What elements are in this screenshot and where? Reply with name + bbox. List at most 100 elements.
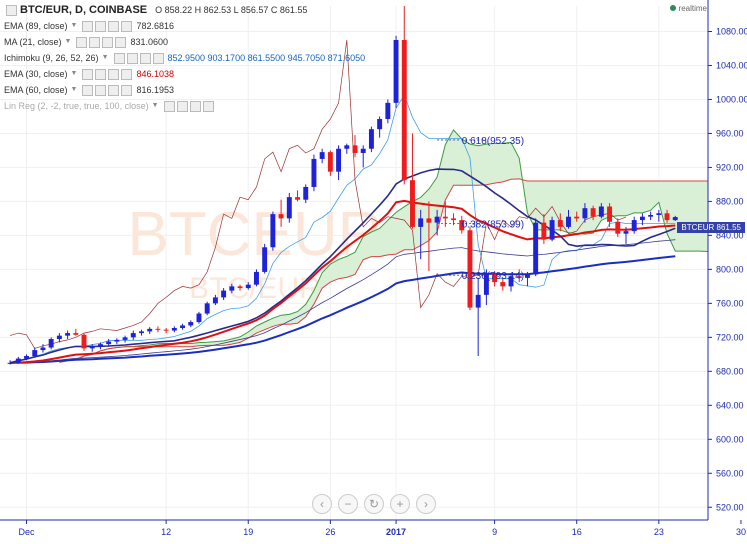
ema-60-line xyxy=(10,239,676,364)
watermark-symbol: BTCEUR xyxy=(128,200,383,269)
candle-body xyxy=(368,129,374,149)
candle xyxy=(607,203,613,227)
candle xyxy=(65,330,71,340)
candle-body xyxy=(327,152,333,172)
eye-icon[interactable] xyxy=(163,100,175,112)
caret-down-icon[interactable]: ▼ xyxy=(70,22,78,29)
candle xyxy=(459,215,465,234)
candle xyxy=(672,215,678,221)
indicator-label: EMA (89, close) xyxy=(4,21,68,31)
indicator-label: EMA (60, close) xyxy=(4,85,68,95)
add-icon[interactable] xyxy=(108,84,120,96)
add-icon[interactable] xyxy=(108,20,120,32)
eye-icon[interactable] xyxy=(82,68,94,80)
add-icon[interactable] xyxy=(189,100,201,112)
price-tick-label: 1080.00 xyxy=(716,26,747,36)
candle xyxy=(286,192,292,223)
price-tick-label: 960.00 xyxy=(716,128,744,138)
candle-body xyxy=(24,356,29,359)
candle xyxy=(549,216,555,242)
close-icon[interactable] xyxy=(121,68,133,80)
caret-down-icon[interactable]: ▼ xyxy=(70,86,78,93)
time-tick-label: 16 xyxy=(572,527,582,537)
candle-body xyxy=(623,231,629,234)
candle-body xyxy=(155,328,161,330)
candle-body xyxy=(426,218,432,223)
candle xyxy=(327,150,333,176)
indicator-row[interactable]: MA (21, close) ▼ 831.0600 xyxy=(4,34,365,50)
ichimoku-cloud xyxy=(59,130,725,363)
price-tick-label: 920.00 xyxy=(716,162,744,172)
candle-body xyxy=(180,325,186,328)
time-tick-label: 9 xyxy=(492,527,497,537)
chart-nav-controls: ‹ − ↻ + › xyxy=(312,494,436,514)
candle xyxy=(648,211,654,221)
caret-down-icon[interactable]: ▼ xyxy=(70,70,78,77)
candle-body xyxy=(262,247,268,272)
candle-body xyxy=(65,333,71,336)
price-tick-label: 1000.00 xyxy=(716,94,747,104)
settings-icon[interactable] xyxy=(89,36,101,48)
candle-body xyxy=(130,333,136,338)
settings-icon[interactable] xyxy=(95,20,107,32)
ohlc-readout: O 858.22 H 862.53 L 856.57 C 861.55 xyxy=(155,5,308,15)
add-icon[interactable] xyxy=(139,52,151,64)
price-tick-label: 720.00 xyxy=(716,332,744,342)
candle-body xyxy=(541,222,547,240)
candle xyxy=(639,213,645,226)
chikou-line xyxy=(9,39,627,349)
close-icon[interactable] xyxy=(202,100,214,112)
candle xyxy=(229,283,235,294)
candle xyxy=(516,269,522,283)
eye-icon[interactable] xyxy=(82,20,94,32)
scroll-right-button[interactable]: › xyxy=(416,494,436,514)
candle-body xyxy=(114,339,120,342)
time-tick-label: 2017 xyxy=(386,527,406,537)
candle xyxy=(598,203,604,219)
candle-body xyxy=(492,273,498,283)
candle-body xyxy=(163,329,169,331)
candle-body xyxy=(656,213,662,215)
zoom-in-button[interactable]: + xyxy=(390,494,410,514)
candle-body xyxy=(500,282,506,287)
candle xyxy=(336,145,342,181)
indicator-row[interactable]: EMA (89, close) ▼ 782.6816 xyxy=(4,18,365,34)
scroll-left-button[interactable]: ‹ xyxy=(312,494,332,514)
settings-icon[interactable] xyxy=(95,84,107,96)
candle xyxy=(278,199,284,227)
close-icon[interactable] xyxy=(121,20,133,32)
candle xyxy=(155,326,161,333)
caret-down-icon[interactable]: ▼ xyxy=(101,54,109,61)
indicator-row[interactable]: EMA (30, close) ▼ 846.1038 xyxy=(4,66,365,82)
indicator-row[interactable]: EMA (60, close) ▼ 816.1953 xyxy=(4,82,365,98)
settings-icon[interactable] xyxy=(176,100,188,112)
add-icon[interactable] xyxy=(108,68,120,80)
candle-body xyxy=(598,206,604,217)
collapse-icon[interactable] xyxy=(6,4,17,16)
caret-down-icon[interactable]: ▼ xyxy=(151,102,159,109)
reset-button[interactable]: ↻ xyxy=(364,494,384,514)
indicator-row[interactable]: Ichimoku (9, 26, 52, 26) ▼ 852.9500 903.17… xyxy=(4,50,365,66)
eye-icon[interactable] xyxy=(76,36,88,48)
candle xyxy=(295,190,300,202)
caret-down-icon[interactable]: ▼ xyxy=(64,38,72,45)
close-icon[interactable] xyxy=(121,84,133,96)
candle xyxy=(360,145,366,168)
candle-body xyxy=(48,339,54,348)
close-icon[interactable] xyxy=(115,36,127,48)
settings-icon[interactable] xyxy=(95,68,107,80)
candle xyxy=(81,333,87,351)
add-icon[interactable] xyxy=(102,36,114,48)
zoom-out-button[interactable]: − xyxy=(338,494,358,514)
candle xyxy=(442,201,448,227)
eye-icon[interactable] xyxy=(82,84,94,96)
settings-icon[interactable] xyxy=(126,52,138,64)
eye-icon[interactable] xyxy=(113,52,125,64)
candle xyxy=(319,148,325,164)
candle-body xyxy=(319,152,325,159)
candle xyxy=(590,205,596,221)
close-icon[interactable] xyxy=(152,52,164,64)
indicator-row[interactable]: Lin Reg (2, -2, true, true, 100, close) ▼ xyxy=(4,98,365,114)
